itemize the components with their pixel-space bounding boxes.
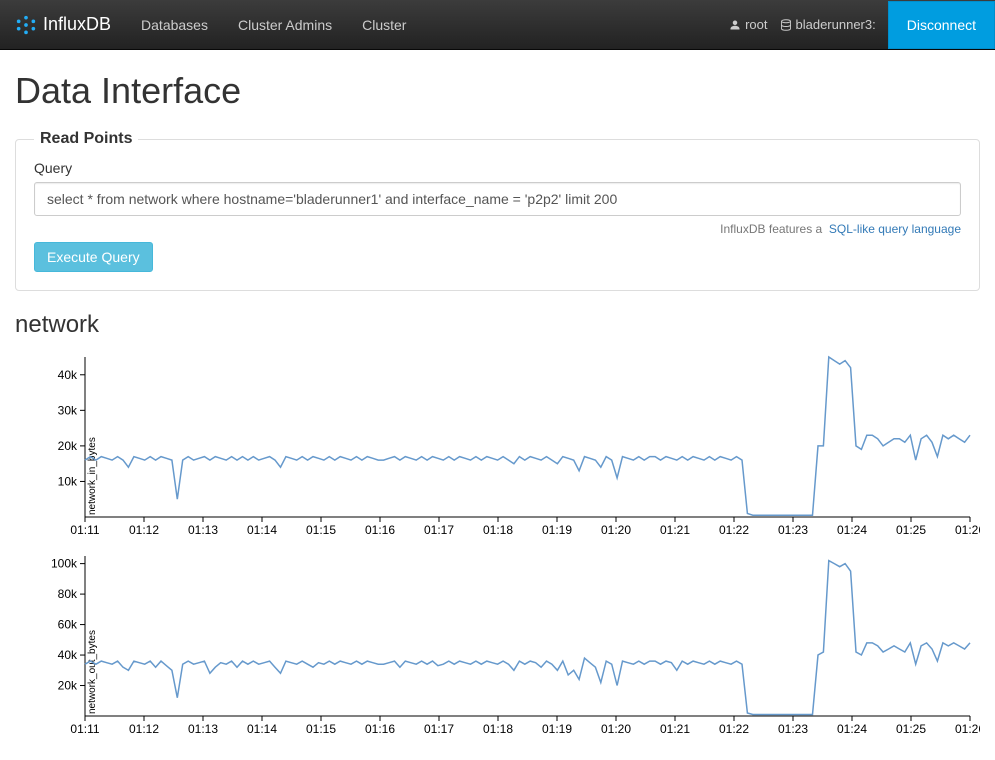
- host-name: bladerunner3:: [796, 17, 876, 32]
- svg-text:01:16: 01:16: [365, 722, 395, 736]
- disconnect-button[interactable]: Disconnect: [888, 1, 995, 49]
- svg-text:01:23: 01:23: [778, 523, 808, 537]
- svg-text:01:11: 01:11: [70, 722, 99, 736]
- svg-text:20k: 20k: [58, 439, 78, 453]
- nav-databases[interactable]: Databases: [126, 2, 223, 48]
- brand-logo[interactable]: InfluxDB: [15, 14, 126, 36]
- svg-text:01:11: 01:11: [70, 523, 99, 537]
- svg-text:01:20: 01:20: [601, 523, 631, 537]
- svg-text:01:14: 01:14: [247, 523, 277, 537]
- help-link[interactable]: SQL-like query language: [829, 222, 961, 236]
- svg-text:01:19: 01:19: [542, 722, 572, 736]
- svg-text:01:19: 01:19: [542, 523, 572, 537]
- panel-legend: Read Points: [34, 130, 138, 148]
- help-text: InfluxDB features a: [720, 222, 822, 236]
- svg-text:01:25: 01:25: [896, 523, 926, 537]
- user-icon: [729, 19, 741, 31]
- svg-text:20k: 20k: [58, 679, 78, 693]
- svg-text:01:13: 01:13: [188, 523, 218, 537]
- svg-text:01:21: 01:21: [660, 523, 690, 537]
- svg-text:01:24: 01:24: [837, 722, 867, 736]
- nav-cluster-admins[interactable]: Cluster Admins: [223, 2, 347, 48]
- host-indicator: bladerunner3:: [780, 17, 876, 32]
- svg-text:01:12: 01:12: [129, 722, 159, 736]
- svg-text:01:16: 01:16: [365, 523, 395, 537]
- brand-text: InfluxDB: [43, 14, 111, 35]
- svg-text:01:25: 01:25: [896, 722, 926, 736]
- svg-text:network_out_bytes: network_out_bytes: [87, 630, 98, 714]
- svg-text:40k: 40k: [58, 368, 78, 382]
- svg-text:01:15: 01:15: [306, 722, 336, 736]
- database-icon: [780, 19, 792, 31]
- nav-cluster[interactable]: Cluster: [347, 2, 421, 48]
- svg-text:01:17: 01:17: [424, 722, 454, 736]
- result-heading: network: [15, 311, 980, 339]
- svg-text:01:15: 01:15: [306, 523, 336, 537]
- svg-text:01:14: 01:14: [247, 722, 277, 736]
- svg-text:01:24: 01:24: [837, 523, 867, 537]
- nav-links: Databases Cluster Admins Cluster: [126, 2, 421, 48]
- navbar: InfluxDB Databases Cluster Admins Cluste…: [0, 0, 995, 50]
- page-title: Data Interface: [15, 70, 980, 112]
- charts-area: 10k 20k 30k 40k 01:11 01:12 01:13 01:14 01:15 01:…: [15, 347, 980, 741]
- svg-text:01:22: 01:22: [719, 722, 749, 736]
- svg-text:10k: 10k: [58, 474, 78, 488]
- user-indicator: root: [729, 17, 767, 32]
- chart-network_in_bytes: 10k 20k 30k 40k 01:11 01:12 01:13 01:14 01:15 01:…: [15, 347, 980, 542]
- influxdb-icon: [15, 14, 37, 36]
- svg-text:01:22: 01:22: [719, 523, 749, 537]
- svg-text:01:20: 01:20: [601, 722, 631, 736]
- chart-network_out_bytes: 20k 40k 60k 80k 100k 01:11 01:12 01:13 01:14 01:1…: [15, 546, 980, 741]
- query-label: Query: [34, 160, 961, 176]
- svg-text:01:26: 01:26: [955, 523, 980, 537]
- query-input[interactable]: [34, 182, 961, 216]
- svg-text:40k: 40k: [58, 648, 78, 662]
- svg-text:01:12: 01:12: [129, 523, 159, 537]
- svg-text:01:18: 01:18: [483, 523, 513, 537]
- svg-text:100k: 100k: [51, 557, 78, 571]
- svg-text:80k: 80k: [58, 587, 78, 601]
- svg-text:60k: 60k: [58, 618, 78, 632]
- svg-text:01:13: 01:13: [188, 722, 218, 736]
- help-text-row: InfluxDB features a SQL-like query langu…: [34, 222, 961, 236]
- svg-text:01:17: 01:17: [424, 523, 454, 537]
- svg-text:01:21: 01:21: [660, 722, 690, 736]
- execute-query-button[interactable]: Execute Query: [34, 242, 153, 272]
- navbar-right: root bladerunner3: Disconnect: [729, 1, 980, 49]
- svg-text:01:23: 01:23: [778, 722, 808, 736]
- svg-text:01:26: 01:26: [955, 722, 980, 736]
- svg-text:30k: 30k: [58, 403, 78, 417]
- read-points-panel: Read Points Query InfluxDB features a SQ…: [15, 130, 980, 291]
- svg-text:01:18: 01:18: [483, 722, 513, 736]
- main-container: Data Interface Read Points Query InfluxD…: [0, 50, 995, 760]
- user-name: root: [745, 17, 767, 32]
- svg-text:network_in_bytes: network_in_bytes: [87, 437, 98, 515]
